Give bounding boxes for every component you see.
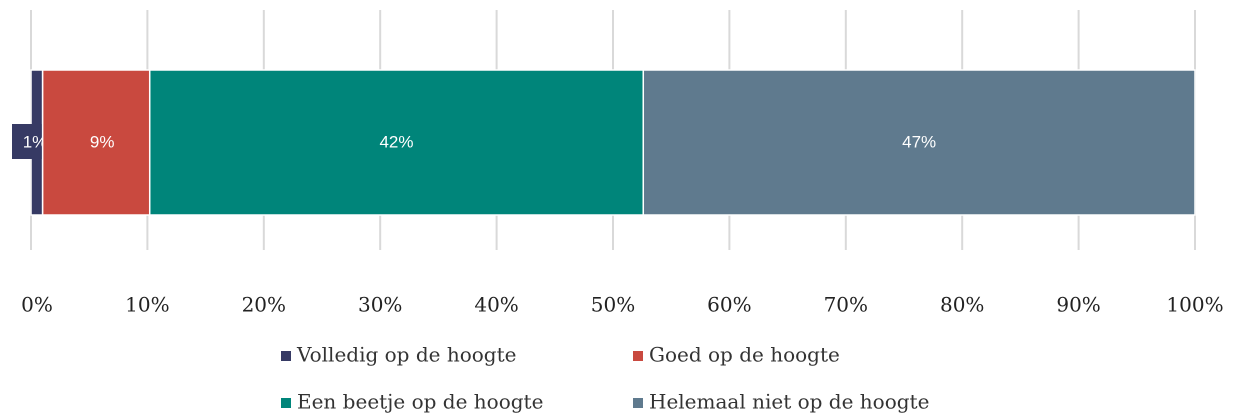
legend-label: Een beetje op de hoogte [297,390,543,414]
bar-segment [41,69,151,216]
data-label: 9% [90,132,115,151]
legend-label: Volledig op de hoogte [296,343,516,367]
legend-marker [281,398,291,408]
data-label: 1% [23,132,48,151]
legend-label: Helemaal niet op de hoogte [649,390,929,414]
data-label: 42% [379,132,413,151]
legend-marker [633,398,643,408]
legend-marker [281,351,291,361]
x-tick-label: 10% [125,293,169,317]
x-tick-label: 100% [1166,293,1223,317]
x-tick-label: 90% [1056,293,1100,317]
bar-segment [642,69,1196,216]
x-tick-label: 60% [707,293,751,317]
x-tick-label: 40% [474,293,518,317]
x-tick-label: 80% [940,293,984,317]
x-tick-label: 0% [21,293,53,317]
x-tick-label: 30% [358,293,402,317]
legend-marker [633,351,643,361]
x-tick-label: 70% [824,293,868,317]
bar-segment [148,69,645,216]
data-label: 47% [902,132,936,151]
x-tick-label: 20% [242,293,286,317]
x-tick-label: 50% [591,293,635,317]
legend-label: Goed op de hoogte [649,343,840,367]
